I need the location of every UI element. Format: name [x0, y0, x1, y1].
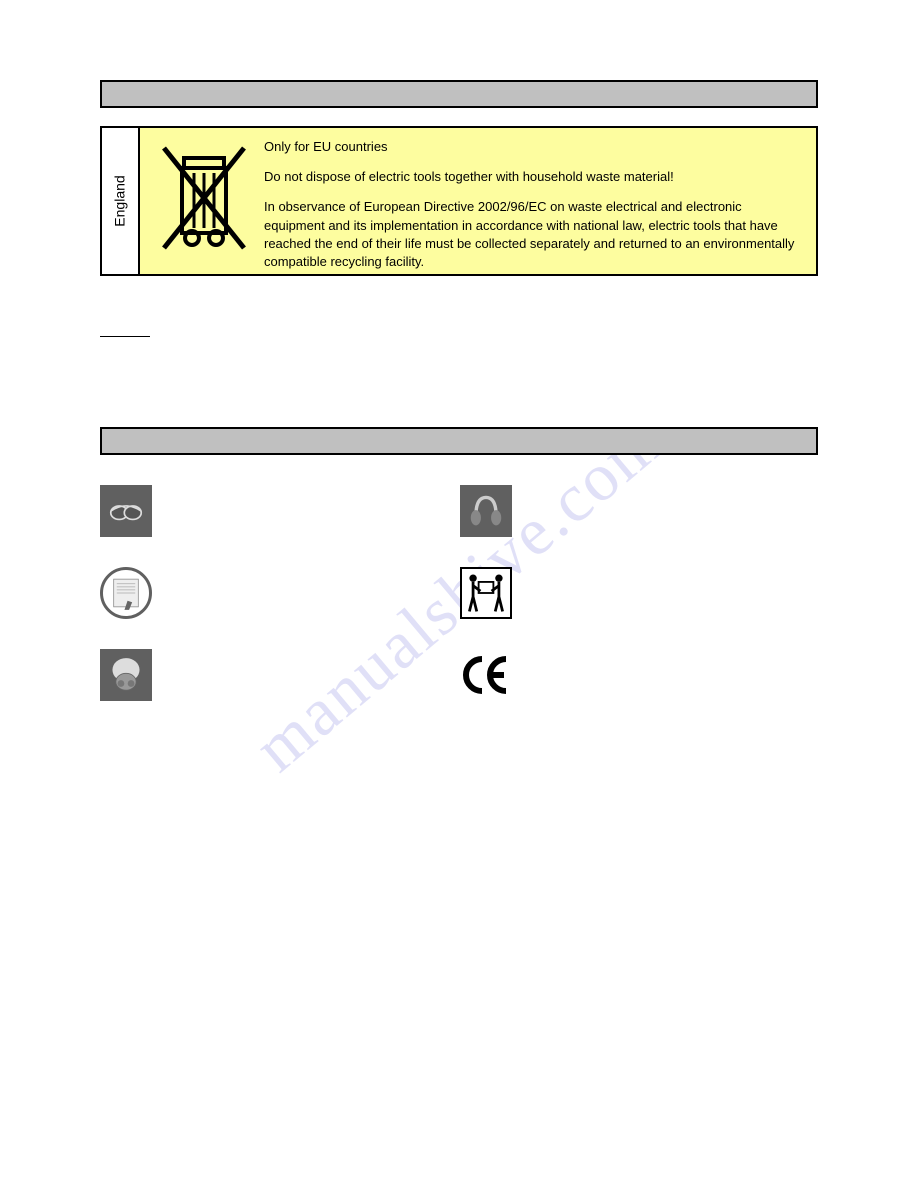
- symbol-cell: [100, 567, 460, 619]
- symbol-cell: [460, 485, 818, 537]
- ce-mark-icon: [460, 649, 512, 701]
- ear-protection-icon: [460, 485, 512, 537]
- page: manualshive.com England: [0, 0, 918, 1188]
- dust-mask-icon: [100, 649, 152, 701]
- underline-mark: [100, 336, 150, 337]
- weee-notice-box: England On: [100, 126, 818, 276]
- weee-line2: Do not dispose of electric tools togethe…: [264, 168, 802, 186]
- crossed-bin-icon: [154, 138, 254, 258]
- two-person-lift-icon: [460, 567, 512, 619]
- weee-text: Only for EU countries Do not dispose of …: [264, 138, 802, 264]
- symbol-cell: [460, 567, 818, 619]
- symbols-row-2: [100, 567, 818, 619]
- symbol-cell: [100, 649, 460, 701]
- symbols-row-1: [100, 485, 818, 537]
- weee-line3: In observance of European Directive 2002…: [264, 198, 802, 271]
- weee-content: Only for EU countries Do not dispose of …: [140, 128, 816, 274]
- safety-goggles-icon: [100, 485, 152, 537]
- country-tab: England: [102, 128, 140, 274]
- symbol-cell: [460, 649, 818, 701]
- read-manual-icon: [100, 567, 152, 619]
- symbols-grid: [100, 485, 818, 701]
- content-area: England On: [100, 80, 818, 731]
- weee-heading: Only for EU countries: [264, 138, 802, 156]
- symbol-cell: [100, 485, 460, 537]
- symbols-row-3: [100, 649, 818, 701]
- country-label: England: [112, 175, 128, 226]
- section-header-bar-2: [100, 427, 818, 455]
- section-header-bar-1: [100, 80, 818, 108]
